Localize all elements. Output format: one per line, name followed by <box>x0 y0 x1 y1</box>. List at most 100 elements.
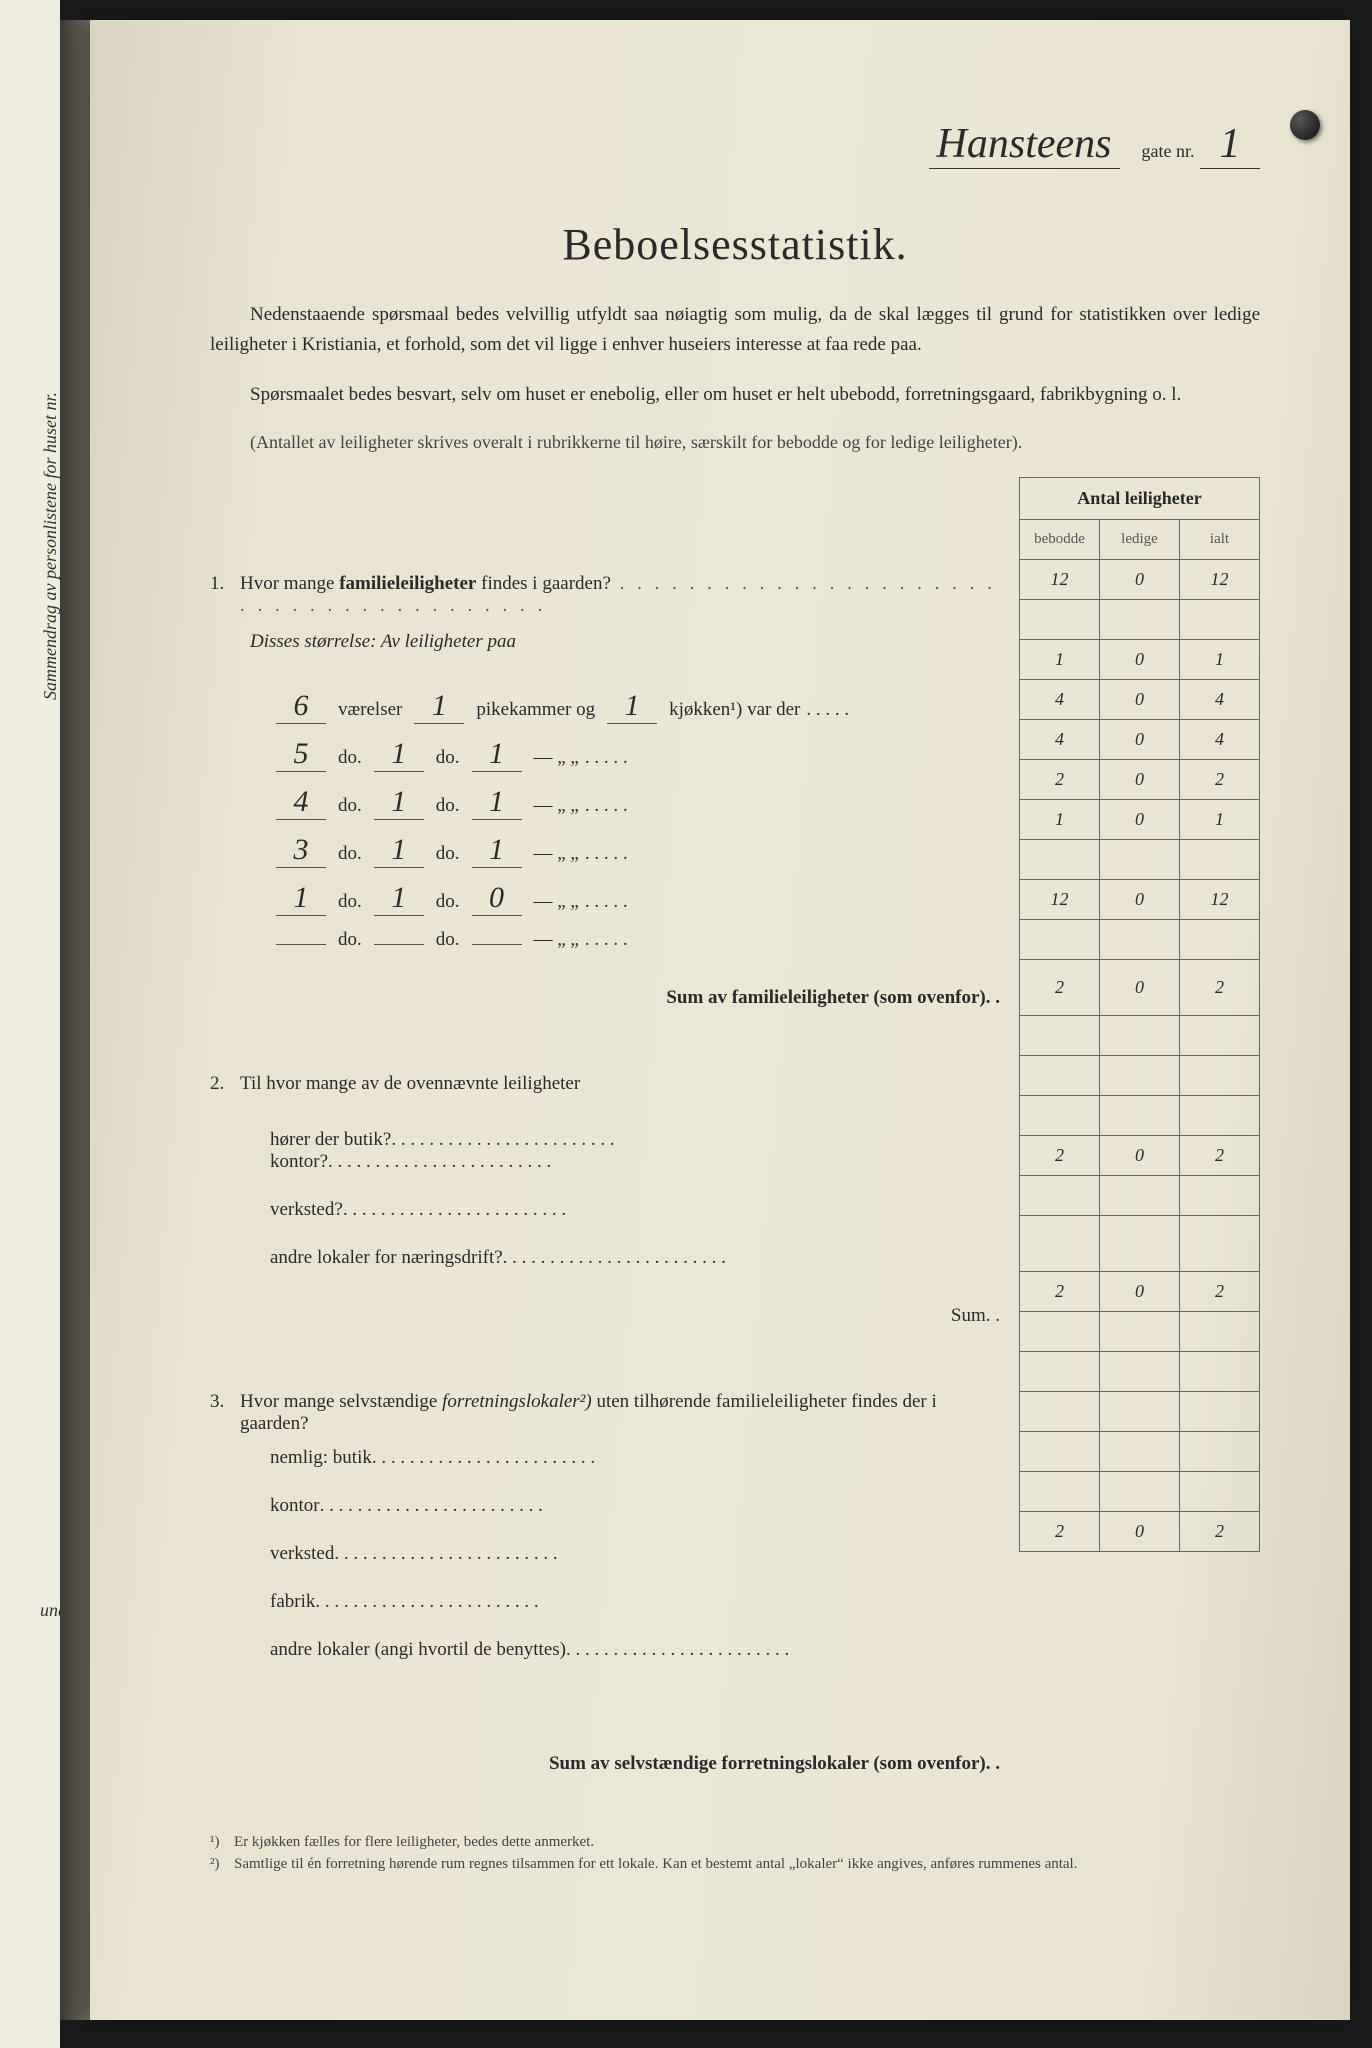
vaerelser-label: do. <box>338 929 362 951</box>
kjokken-label: — „ „ <box>534 929 579 951</box>
cell: 0 <box>1100 639 1180 679</box>
cell: 0 <box>1100 759 1180 799</box>
facing-page-edge: Sammendrag av personlistene for huset nr… <box>0 0 60 2048</box>
vaerelser-value <box>276 944 326 945</box>
kjokken-label: — „ „ <box>534 891 579 913</box>
q2-row-label: hører der butik? <box>270 1129 391 1151</box>
cell <box>1020 1311 1100 1351</box>
q3-row-label: nemlig: butik <box>270 1447 372 1469</box>
col-ialt: ialt <box>1180 519 1260 559</box>
footnote-2: Samtlige til én forretning hørende rum r… <box>234 1853 1077 1876</box>
cell: 2 <box>1020 1135 1100 1175</box>
pikekammer-value: 1 <box>374 785 424 820</box>
q2-row: 2. Til hvor mange av de ovennævnte leili… <box>210 1073 1260 1129</box>
q2-sum-label: Sum. . <box>951 1305 1000 1326</box>
kjokken-value: 0 <box>472 881 522 916</box>
cell: 2 <box>1180 759 1260 799</box>
cell <box>1180 1311 1260 1351</box>
book-spine <box>60 20 90 2020</box>
q1-text-a: Hvor mange <box>240 573 339 594</box>
cell <box>1100 1015 1180 1055</box>
pikekammer-value: 1 <box>414 689 464 724</box>
pikekammer-label: do. <box>436 929 460 951</box>
q3-detail-row: andre lokaler (angi hvortil de benyttes)… <box>210 1639 1260 1687</box>
cell: 0 <box>1100 719 1180 759</box>
intro-note: (Antallet av leiligheter skrives overalt… <box>210 428 1260 457</box>
q1-row: 1. Hvor mange familieleiligheter findes … <box>210 573 1260 621</box>
pikekammer-label: do. <box>436 843 460 865</box>
footnotes: ¹)Er kjøkken fælles for flere leilighete… <box>210 1831 1260 1876</box>
street-name: Hansteens <box>929 120 1120 169</box>
cell: 0 <box>1100 879 1180 919</box>
pikekammer-label: do. <box>436 747 460 769</box>
q3-row-label: fabrik <box>270 1591 315 1613</box>
cell <box>1180 1015 1260 1055</box>
cell <box>1020 1015 1100 1055</box>
pikekammer-label: do. <box>436 891 460 913</box>
kjokken-label: — „ „ <box>534 843 579 865</box>
cell <box>1180 1215 1260 1271</box>
cell <box>1020 1215 1100 1271</box>
cell: 0 <box>1100 1135 1180 1175</box>
cell: 0 <box>1100 1511 1180 1551</box>
cell: 1 <box>1020 799 1100 839</box>
kjokken-value: 1 <box>472 785 522 820</box>
cell: 0 <box>1100 679 1180 719</box>
pikekammer-value: 1 <box>374 737 424 772</box>
table-header-title: Antal leiligheter <box>1020 477 1260 519</box>
cell: 2 <box>1180 1511 1260 1551</box>
q2-row-label: kontor? <box>270 1151 328 1173</box>
cell <box>1100 1311 1180 1351</box>
header-line: Hansteens gate nr. 1 <box>210 120 1260 169</box>
pin-icon <box>1290 110 1320 140</box>
intro-paragraph-1: Nedenstaaende spørsmaal bedes velvillig … <box>210 300 1260 361</box>
vaerelser-value: 1 <box>276 881 326 916</box>
intro-paragraph-2: Spørsmaalet bedes besvart, selv om huset… <box>210 380 1260 410</box>
vaerelser-label: do. <box>338 891 362 913</box>
pikekammer-value: 1 <box>374 833 424 868</box>
kjokken-value: 1 <box>472 833 522 868</box>
cell: 4 <box>1180 719 1260 759</box>
cell: 2 <box>1180 1271 1260 1311</box>
page-title: Beboelsesstatistik. <box>210 219 1260 270</box>
cell: 2 <box>1020 1271 1100 1311</box>
form-body: Antal leiligheter bebodde ledige ialt 12… <box>210 477 1260 1791</box>
cell: 1 <box>1180 799 1260 839</box>
pikekammer-value <box>374 944 424 945</box>
cell: 1 <box>1020 639 1100 679</box>
kjokken-label: — „ „ <box>534 747 579 769</box>
pikekammer-value: 1 <box>374 881 424 916</box>
cell: 2 <box>1020 759 1100 799</box>
q2-text: Til hvor mange av de ovennævnte leilighe… <box>240 1073 1000 1095</box>
cell <box>1180 839 1260 879</box>
cell: 12 <box>1020 879 1100 919</box>
cell: 4 <box>1020 679 1100 719</box>
kjokken-label: kjøkken¹) var der <box>669 699 800 721</box>
vaerelser-label: do. <box>338 747 362 769</box>
cell: 2 <box>1020 959 1100 1015</box>
vaerelser-label: do. <box>338 795 362 817</box>
cell: 2 <box>1180 959 1260 1015</box>
q3-sum-label: Sum av selvstændige forretningslokaler (… <box>549 1753 1000 1774</box>
document-page: Hansteens gate nr. 1 Beboelsesstatistik.… <box>90 20 1350 2020</box>
gate-number: 1 <box>1200 120 1260 169</box>
q3-text-b: forretningslokaler²) <box>442 1391 592 1412</box>
cell <box>1100 1215 1180 1271</box>
cell: 4 <box>1180 679 1260 719</box>
margin-text-1: Sammendrag av personlistene for huset nr… <box>40 392 61 700</box>
q3-row: 3. Hvor mange selvstændige forretningslo… <box>210 1391 1260 1447</box>
q3-text-a: Hvor mange selvstændige <box>240 1391 442 1412</box>
kjokken-value: 1 <box>607 689 657 724</box>
cell: 2 <box>1180 1135 1260 1175</box>
vaerelser-label: værelser <box>338 699 402 721</box>
cell <box>1100 839 1180 879</box>
cell <box>1020 1351 1100 1391</box>
q3-detail-row: fabrik . . . . . . . . . . . . . . . . .… <box>210 1591 1260 1639</box>
vaerelser-value: 3 <box>276 833 326 868</box>
cell <box>1180 1351 1260 1391</box>
kjokken-value <box>472 944 522 945</box>
q2-row-label: andre lokaler for næringsdrift? <box>270 1247 503 1269</box>
q2-row-label: verksted? <box>270 1199 343 1221</box>
q3-row-label: verksted <box>270 1543 334 1565</box>
cell: 0 <box>1100 959 1180 1015</box>
